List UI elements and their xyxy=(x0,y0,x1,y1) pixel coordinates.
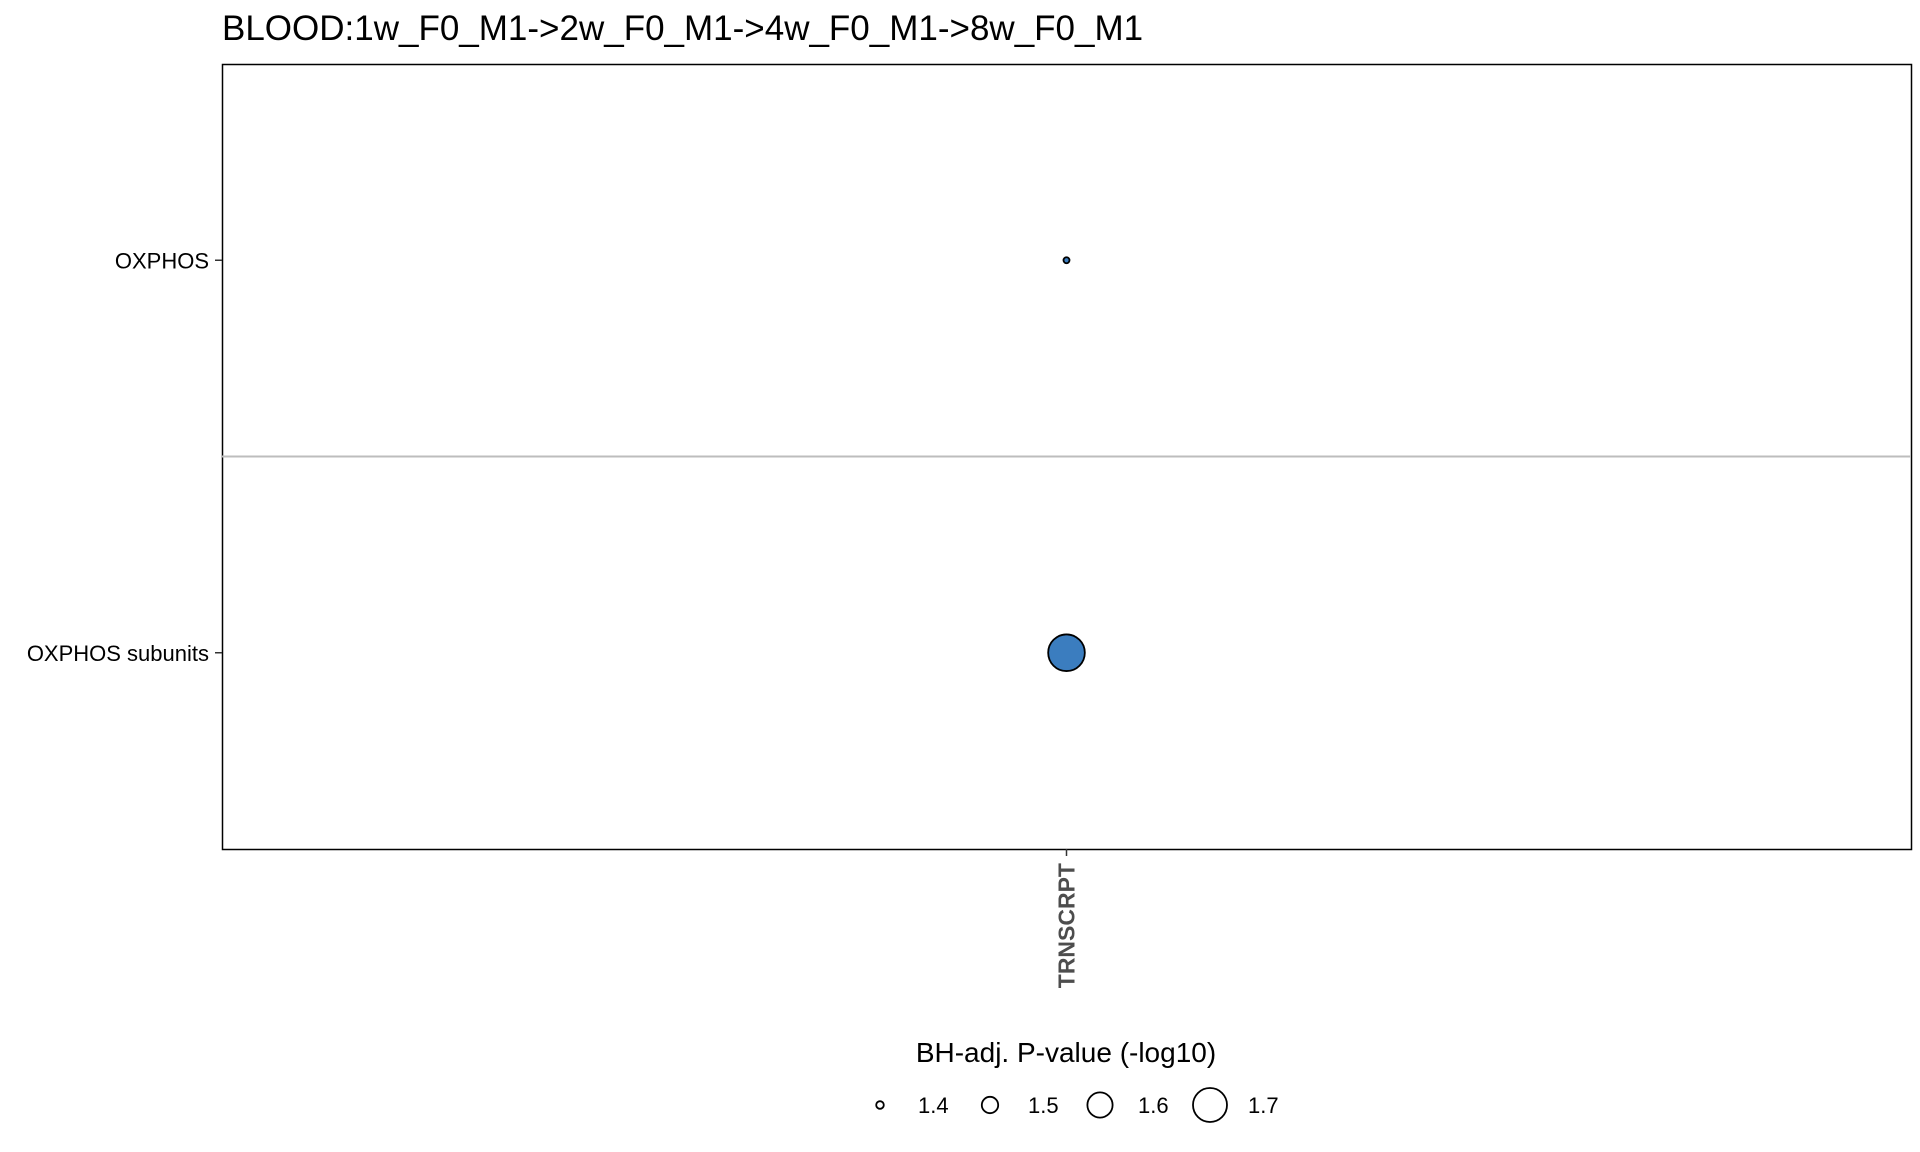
legend-label: 1.5 xyxy=(1028,1093,1059,1118)
y-tick-label: OXPHOS xyxy=(115,248,209,273)
y-tick-label: OXPHOS subunits xyxy=(27,641,209,666)
legend-label: 1.4 xyxy=(918,1093,949,1118)
x-tick-label: TRNSCRPT xyxy=(1054,863,1080,988)
legend-label: 1.6 xyxy=(1138,1093,1169,1118)
chart-title: BLOOD:1w_F0_M1->2w_F0_M1->4w_F0_M1->8w_F… xyxy=(222,9,1143,48)
legend-key-circle xyxy=(875,1100,885,1110)
legend-key-circle xyxy=(1086,1091,1114,1119)
data-point xyxy=(1062,256,1071,265)
legend-key-circle xyxy=(1192,1087,1228,1123)
legend-title: BH-adj. P-value (-log10) xyxy=(916,1037,1216,1068)
data-point xyxy=(1047,633,1086,672)
legend-key-circle xyxy=(980,1095,1000,1115)
legend-label: 1.7 xyxy=(1248,1093,1279,1118)
